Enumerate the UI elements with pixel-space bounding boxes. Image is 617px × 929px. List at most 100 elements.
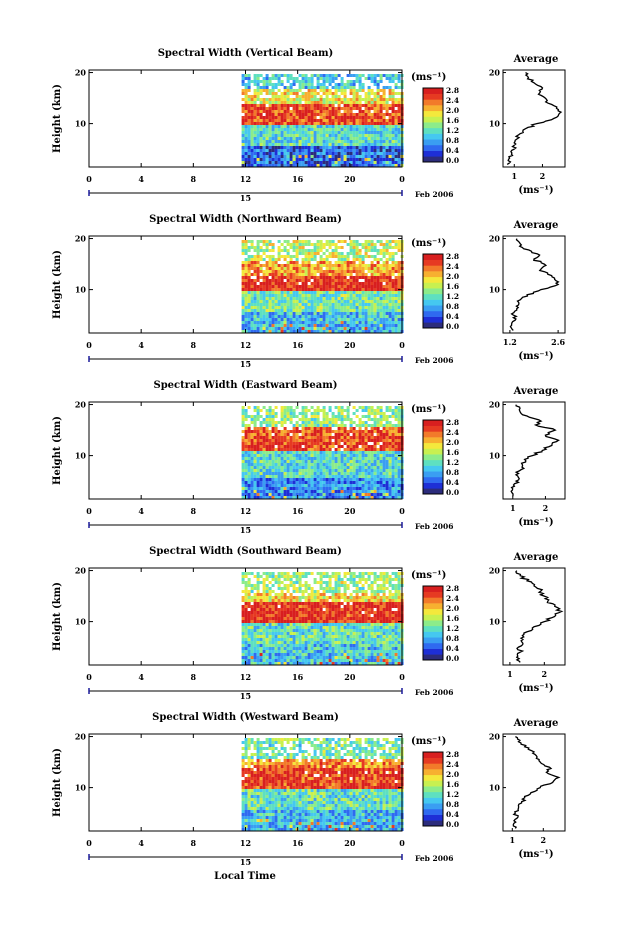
heatmap-cell [349, 421, 353, 424]
heatmap-cell [325, 448, 329, 451]
heatmap-cell [397, 158, 401, 161]
heatmap-cell [352, 131, 356, 134]
heatmap-cell [250, 240, 254, 243]
heatmap-cell [367, 294, 371, 297]
heatmap-cell [319, 158, 323, 161]
heatmap-cell [361, 113, 365, 116]
heatmap-cell [364, 288, 368, 291]
heatmap-cell [367, 128, 371, 131]
heatmap-cell [367, 110, 371, 113]
heatmap-cell [289, 131, 293, 134]
heatmap-cell [271, 312, 275, 315]
heatmap-cell [358, 285, 362, 288]
heatmap-cell [331, 460, 335, 463]
heatmap-cell [331, 98, 335, 101]
heatmap-cell [382, 315, 386, 318]
colorbar-swatch [423, 431, 443, 438]
heatmap-cell [301, 164, 305, 167]
heatmap-cell [325, 318, 329, 321]
heatmap-cell [259, 143, 263, 146]
x-tick-label: 16 [292, 340, 304, 350]
heatmap-cell [283, 107, 287, 110]
heatmap-cell [265, 107, 269, 110]
heatmap-cell [355, 258, 359, 261]
heatmap-cell [343, 481, 347, 484]
heatmap-cell [367, 116, 371, 119]
heatmap-cell [280, 493, 284, 496]
heatmap-cell [283, 475, 287, 478]
heatmap-cell [241, 315, 245, 318]
heatmap-cell [343, 95, 347, 98]
heatmap-cell [361, 330, 365, 333]
heatmap-cell [337, 116, 341, 119]
heatmap-cell [355, 255, 359, 258]
heatmap-cell [346, 164, 350, 167]
heatmap-cell [292, 315, 296, 318]
heatmap-cell [283, 137, 287, 140]
heatmap-cell [343, 484, 347, 487]
heatmap-cell [244, 101, 248, 104]
heatmap-cell [322, 312, 326, 315]
heatmap-cell [262, 98, 266, 101]
heatmap-cell [244, 460, 248, 463]
heatmap-cell [268, 294, 272, 297]
heatmap-cell [331, 496, 335, 499]
heatmap-cell [337, 267, 341, 270]
heatmap-cell [304, 146, 308, 149]
heatmap-cell [391, 255, 395, 258]
heatmap-cell [331, 490, 335, 493]
heatmap-cell [397, 303, 401, 306]
heatmap-cell [247, 475, 251, 478]
heatmap-cell [280, 101, 284, 104]
heatmap-cell [253, 261, 257, 264]
heatmap-cell [307, 116, 311, 119]
heatmap-cell [373, 312, 377, 315]
heatmap-cell [310, 131, 314, 134]
heatmap-cell [316, 282, 320, 285]
heatmap-cell [355, 469, 359, 472]
heatmap-cell [388, 119, 392, 122]
heatmap-cell [352, 149, 356, 152]
heatmap-cell [337, 324, 341, 327]
heatmap-cell [373, 412, 377, 415]
heatmap-cell [286, 294, 290, 297]
heatmap-cell [349, 131, 353, 134]
heatmap-cell [334, 282, 338, 285]
heatmap-cell [244, 164, 248, 167]
heatmap-cell [337, 101, 341, 104]
heatmap-cell [268, 243, 272, 246]
heatmap-cell [349, 436, 353, 439]
heatmap-cell [328, 475, 332, 478]
heatmap-cell [286, 484, 290, 487]
heatmap-cell [352, 493, 356, 496]
heatmap-cell [325, 128, 329, 131]
heatmap-cell [343, 442, 347, 445]
heatmap-cell [283, 140, 287, 143]
heatmap-cell [340, 122, 344, 125]
heatmap-cell [340, 406, 344, 409]
heatmap-cell [367, 164, 371, 167]
heatmap-cell [319, 77, 323, 80]
heatmap-cell [373, 466, 377, 469]
heatmap-cell [325, 125, 329, 128]
heatmap-cell [352, 496, 356, 499]
heatmap-cell [265, 77, 269, 80]
heatmap-cell [334, 448, 338, 451]
heatmap-cell [289, 330, 293, 333]
heatmap-cell [259, 303, 263, 306]
heatmap-cell [322, 478, 326, 481]
heatmap-cell [379, 164, 383, 167]
heatmap-cell [328, 309, 332, 312]
heatmap-cell [316, 433, 320, 436]
heatmap-cell [322, 80, 326, 83]
heatmap-cell [292, 152, 296, 155]
heatmap-cell [373, 122, 377, 125]
heatmap-cell [331, 161, 335, 164]
heatmap-cell [292, 472, 296, 475]
heatmap-cell [286, 454, 290, 457]
colorbar-frame [422, 87, 444, 163]
heatmap-cell [355, 137, 359, 140]
heatmap-cell [298, 119, 302, 122]
heatmap-cell [286, 297, 290, 300]
heatmap-cell [292, 324, 296, 327]
